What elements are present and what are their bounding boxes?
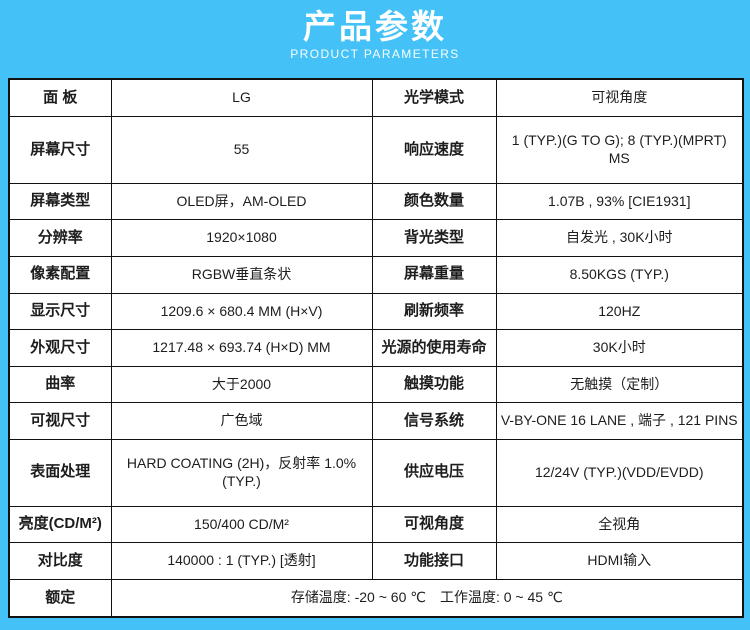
param-value: 1217.48 × 693.74 (H×D) MM bbox=[110, 329, 373, 367]
param-value: 广色域 bbox=[110, 402, 373, 440]
param-value: 全视角 bbox=[495, 505, 744, 544]
param-label: 信号系统 bbox=[371, 402, 497, 440]
param-value: OLED屏，AM-OLED bbox=[110, 182, 373, 221]
param-value: 大于2000 bbox=[110, 365, 373, 404]
table-row: 显示尺寸 1209.6 × 680.4 MM (H×V) 刷新频率 120HZ bbox=[8, 292, 744, 331]
param-value: 1209.6 × 680.4 MM (H×V) bbox=[110, 292, 373, 331]
product-parameters-table: 面 板 LG 光学模式 可视角度 屏幕尺寸 55 响应速度 1 (TYP.)(G TO G);… bbox=[8, 78, 744, 618]
param-label: 响应速度 bbox=[371, 116, 497, 184]
param-label: 背光类型 bbox=[371, 219, 497, 257]
param-label: 分辨率 bbox=[8, 219, 112, 257]
param-label: 刷新频率 bbox=[371, 292, 497, 331]
table-row: 外观尺寸 1217.48 × 693.74 (H×D) MM 光源的使用寿命 30K小… bbox=[8, 329, 744, 367]
param-label: 触摸功能 bbox=[371, 365, 497, 404]
param-value: 150/400 CD/M² bbox=[110, 505, 373, 544]
param-label: 屏幕尺寸 bbox=[8, 116, 112, 184]
table-row: 亮度(CD/M²) 150/400 CD/M² 可视角度 全视角 bbox=[8, 505, 744, 544]
param-value: V-BY-ONE 16 LANE , 端子 , 121 PINS bbox=[495, 402, 744, 440]
param-value: 55 bbox=[110, 116, 373, 184]
table-row: 屏幕类型 OLED屏，AM-OLED 颜色数量 1.07B , 93% [CIE193… bbox=[8, 182, 744, 221]
table-row: 对比度 140000 : 1 (TYP.) [透射] 功能接口 HDMI输入 bbox=[8, 542, 744, 580]
page-subtitle: PRODUCT PARAMETERS bbox=[290, 46, 460, 61]
param-label: 表面处理 bbox=[8, 438, 112, 507]
param-value: 30K小时 bbox=[495, 329, 744, 367]
table-row: 屏幕尺寸 55 响应速度 1 (TYP.)(G TO G); 8 (TYP.)(MPR… bbox=[8, 116, 744, 184]
param-label: 屏幕重量 bbox=[371, 255, 497, 294]
param-label: 屏幕类型 bbox=[8, 182, 112, 221]
param-value: LG bbox=[110, 78, 373, 118]
param-label: 可视角度 bbox=[371, 505, 497, 544]
param-label: 曲率 bbox=[8, 365, 112, 404]
param-value: 140000 : 1 (TYP.) [透射] bbox=[110, 542, 373, 580]
table-row: 曲率 大于2000 触摸功能 无触摸（定制） bbox=[8, 365, 744, 404]
param-label: 亮度(CD/M²) bbox=[8, 505, 112, 544]
param-label: 像素配置 bbox=[8, 255, 112, 294]
param-label: 光学模式 bbox=[371, 78, 497, 118]
table-row: 面 板 LG 光学模式 可视角度 bbox=[8, 78, 744, 118]
page-header: 产品参数 PRODUCT PARAMETERS bbox=[0, 0, 750, 78]
table-row: 分辨率 1920×1080 背光类型 自发光 , 30K小时 bbox=[8, 219, 744, 257]
param-label: 外观尺寸 bbox=[8, 329, 112, 367]
param-value: RGBW垂直条状 bbox=[110, 255, 373, 294]
page-title: 产品参数 bbox=[303, 8, 447, 45]
param-value: 1920×1080 bbox=[110, 219, 373, 257]
param-value: 120HZ bbox=[495, 292, 744, 331]
param-value: 可视角度 bbox=[495, 78, 744, 118]
param-value: 存储温度: -20 ~ 60 ℃ 工作温度: 0 ~ 45 ℃ bbox=[110, 578, 744, 618]
param-value: 1 (TYP.)(G TO G); 8 (TYP.)(MPRT) MS bbox=[495, 116, 744, 184]
param-value: 无触摸（定制） bbox=[495, 365, 744, 404]
param-value: 12/24V (TYP.)(VDD/EVDD) bbox=[495, 438, 744, 507]
param-label: 显示尺寸 bbox=[8, 292, 112, 331]
param-label: 功能接口 bbox=[371, 542, 497, 580]
table-row: 像素配置 RGBW垂直条状 屏幕重量 8.50KGS (TYP.) bbox=[8, 255, 744, 294]
table-row: 表面处理 HARD COATING (2H)，反射率 1.0% (TYP.) 供应电… bbox=[8, 438, 744, 507]
param-label: 可视尺寸 bbox=[8, 402, 112, 440]
param-label: 供应电压 bbox=[371, 438, 497, 507]
param-value: HARD COATING (2H)，反射率 1.0% (TYP.) bbox=[110, 438, 373, 507]
param-value: HDMI输入 bbox=[495, 542, 744, 580]
param-label: 面 板 bbox=[8, 78, 112, 118]
param-label: 对比度 bbox=[8, 542, 112, 580]
param-label: 颜色数量 bbox=[371, 182, 497, 221]
table-footer-row: 额定 存储温度: -20 ~ 60 ℃ 工作温度: 0 ~ 45 ℃ bbox=[8, 578, 744, 618]
param-value: 8.50KGS (TYP.) bbox=[495, 255, 744, 294]
param-label: 额定 bbox=[8, 578, 112, 618]
table-row: 可视尺寸 广色域 信号系统 V-BY-ONE 16 LANE , 端子 , 121 P… bbox=[8, 402, 744, 440]
param-value: 自发光 , 30K小时 bbox=[495, 219, 744, 257]
param-value: 1.07B , 93% [CIE1931] bbox=[495, 182, 744, 221]
param-label: 光源的使用寿命 bbox=[371, 329, 497, 367]
